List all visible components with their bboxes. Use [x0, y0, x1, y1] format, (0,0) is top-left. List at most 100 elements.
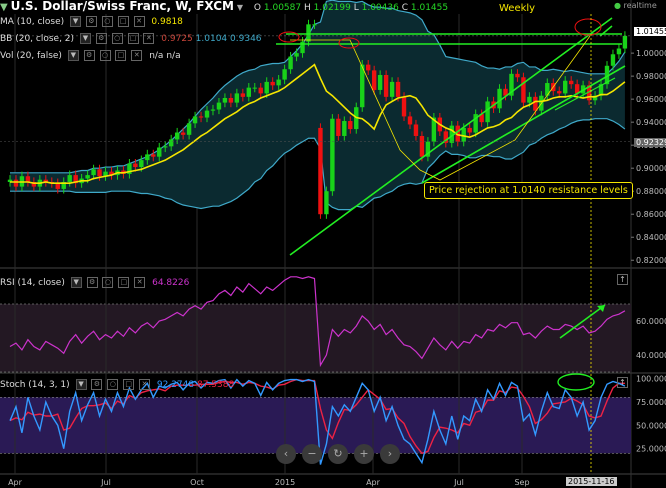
stoch-panel-maximize-icon[interactable]: ↑ [617, 377, 628, 388]
candle-body [246, 87, 251, 97]
candle-body [174, 132, 180, 140]
bb-lower-line [10, 118, 626, 211]
candle-body [527, 96, 532, 103]
candle-body [455, 125, 460, 142]
stoch-dropdown-icon[interactable]: ▼ [75, 379, 87, 390]
stoch-tick-label: 75.0000 [636, 398, 666, 407]
bb-label[interactable]: BB (20, close, 2) [0, 34, 75, 44]
candle-body [43, 179, 49, 182]
ma-hide-icon[interactable]: ○ [101, 16, 113, 27]
vol-close-icon[interactable]: ✕ [131, 50, 143, 61]
candle-body [192, 116, 198, 124]
candle-body [425, 141, 431, 157]
bb-lower-tag: 0.92329 [634, 138, 666, 147]
trendline-short [554, 77, 616, 111]
candle-body [377, 74, 383, 90]
rejection-ellipse [574, 18, 602, 36]
y-tick-label: 0.90000 [636, 164, 666, 173]
candle-body [264, 81, 269, 94]
candle-body [330, 118, 335, 192]
bb-more-icon[interactable]: □ [127, 33, 139, 44]
zigzag-line [290, 35, 591, 181]
candle-body [210, 109, 216, 111]
candle-body [294, 53, 299, 57]
candle-body [25, 176, 31, 182]
rsi-close-icon[interactable]: ✕ [134, 277, 146, 288]
vol-dropdown-icon[interactable]: ▼ [67, 50, 79, 61]
stoch-settings-icon[interactable]: ⚙ [91, 379, 103, 390]
candle-body [533, 96, 538, 111]
ohlc-c-value: 1.01455 [410, 3, 449, 13]
ma-settings-icon[interactable]: ⚙ [85, 16, 97, 27]
candle-body [342, 121, 347, 136]
rsi-label[interactable]: RSI (14, close) [0, 278, 65, 288]
chart-title[interactable]: U.S. Dollar/Swiss Franc, W, FXCM [10, 0, 234, 13]
stoch-hide-icon[interactable]: ○ [107, 379, 119, 390]
candle-body [497, 88, 502, 109]
bb-settings-icon[interactable]: ⚙ [95, 33, 107, 44]
x-tick-label: 2015 [275, 478, 295, 487]
reset-button[interactable]: ↻ [328, 444, 348, 464]
scroll-right-button[interactable]: › [380, 444, 400, 464]
candle-body [157, 147, 162, 157]
ohlc-o-value: 1.00587 [263, 3, 302, 13]
candle-body [461, 127, 466, 142]
candle-body [288, 56, 293, 70]
rsi-dropdown-icon[interactable]: ▼ [70, 277, 82, 288]
ohlc-l-label: L [353, 3, 359, 13]
y-tick-label: 0.88000 [636, 187, 666, 196]
bb-dropdown-icon[interactable]: ▼ [79, 33, 91, 44]
candle-body [61, 182, 66, 189]
candle-body [198, 116, 204, 118]
vol-more-icon[interactable]: □ [115, 50, 127, 61]
candle-body [443, 131, 449, 143]
realtime-label: realtime [623, 1, 657, 10]
rsi-settings-icon[interactable]: ⚙ [86, 277, 98, 288]
candle-body [348, 121, 353, 130]
ma-value: 0.9818 [151, 17, 183, 27]
stoch-close-icon[interactable]: ✕ [139, 379, 151, 390]
candle-body [252, 87, 257, 89]
zoom-out-button[interactable]: − [302, 444, 322, 464]
ma-label[interactable]: MA (10, close) [0, 17, 65, 27]
vol-label[interactable]: Vol (20, false) [0, 51, 62, 61]
realtime-indicator[interactable]: ● realtime [614, 1, 657, 10]
stoch-more-icon[interactable]: □ [123, 379, 135, 390]
rsi-band [0, 304, 631, 372]
ma-close-icon[interactable]: ✕ [133, 16, 145, 27]
last-price-tag: 1.01455 [634, 27, 666, 36]
rsi-more-icon[interactable]: □ [118, 277, 130, 288]
trendline-support [421, 65, 626, 184]
rsi-panel-maximize-icon[interactable]: ↑ [617, 274, 628, 285]
candle-body [73, 175, 78, 184]
ma-more-icon[interactable]: □ [117, 16, 129, 27]
candle-body [318, 127, 323, 215]
zoom-in-button[interactable]: + [354, 444, 374, 464]
x-tick-label: Apr [8, 478, 23, 487]
y-tick-label: 0.82000 [636, 256, 666, 265]
stoch-overbought-ellipse [557, 373, 595, 391]
realtime-icon: ● [614, 1, 621, 10]
rsi-hide-icon[interactable]: ○ [102, 277, 114, 288]
annotation-callout[interactable]: Price rejection at 1.0140 resistance lev… [424, 182, 633, 199]
scroll-left-button[interactable]: ‹ [276, 444, 296, 464]
stoch-tick-label: 50.0000 [636, 421, 666, 430]
candle-body [216, 102, 222, 110]
bb-hide-icon[interactable]: ○ [111, 33, 123, 44]
ma-dropdown-icon[interactable]: ▼ [70, 16, 82, 27]
bb-close-icon[interactable]: ✕ [143, 33, 155, 44]
bollinger-bands [10, 0, 626, 211]
stoch-tick-label: 25.0000 [636, 445, 666, 454]
bb-value-2: 1.0104 [195, 34, 228, 44]
vol-hide-icon[interactable]: ○ [99, 50, 111, 61]
candle-body [180, 132, 186, 135]
vol-settings-icon[interactable]: ⚙ [83, 50, 95, 61]
candle-body [563, 80, 568, 94]
ohlc-l-value: 1.00436 [361, 3, 399, 13]
rsi-tick-label: 40.0000 [636, 351, 666, 360]
candle-body [139, 160, 144, 168]
stoch-label[interactable]: Stoch (14, 3, 1) [0, 380, 70, 390]
candle-body [545, 83, 550, 96]
title-dropdown-icon[interactable]: ▼ [236, 3, 244, 12]
